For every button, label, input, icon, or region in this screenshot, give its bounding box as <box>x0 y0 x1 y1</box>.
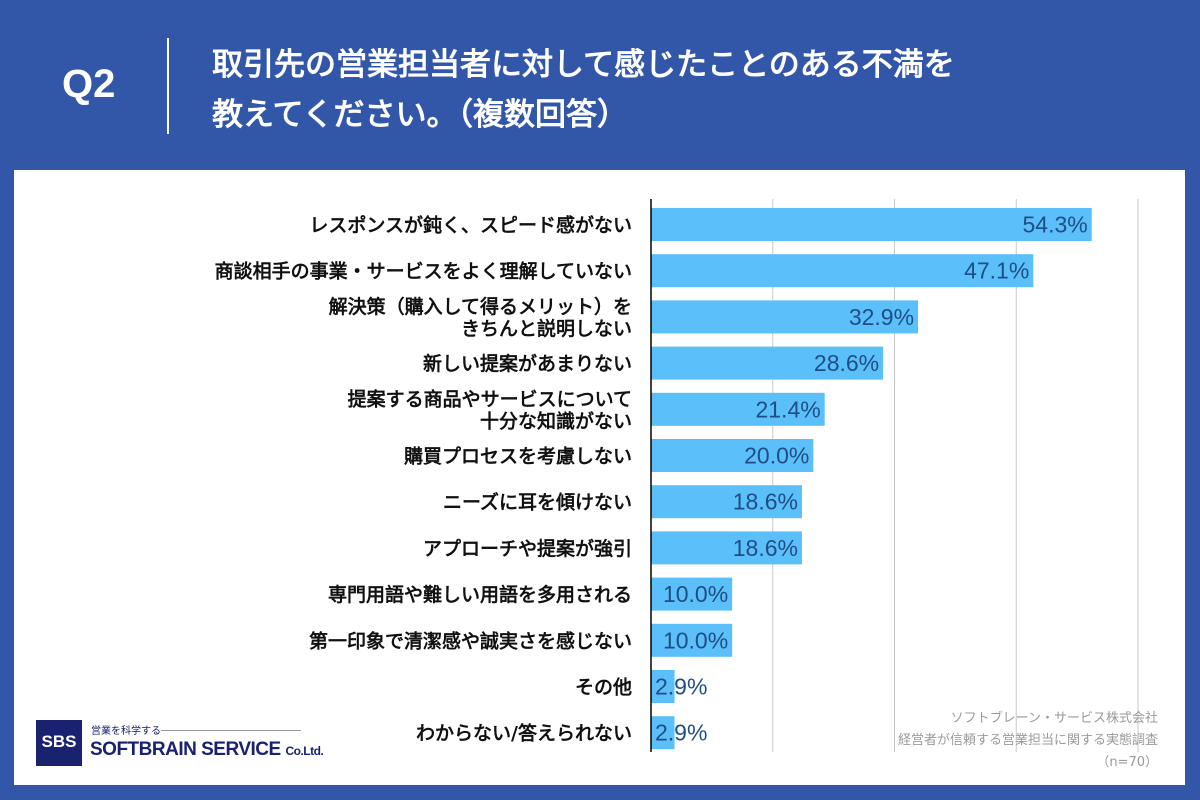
data-label: 28.6% <box>814 350 879 376</box>
bar <box>651 346 884 380</box>
bar <box>651 623 733 657</box>
bar <box>651 577 733 611</box>
source-note: ソフトブレーン・サービス株式会社 経営者が信頼する営業担当に関する実態調査 （n… <box>897 711 1158 770</box>
logo-line <box>161 730 301 731</box>
data-label: 47.1% <box>964 258 1029 284</box>
category-label: 提案する商品やサービスについて <box>348 387 632 410</box>
data-label: 2.9% <box>655 720 707 746</box>
logo-mark: SBS <box>36 720 82 766</box>
category-label: アプローチや提案が強引 <box>423 537 632 560</box>
bar <box>651 254 1034 288</box>
data-label: 10.0% <box>663 627 728 653</box>
category-label: 新しい提案があまりない <box>423 352 632 375</box>
category-label: わからない/答えられない <box>416 722 632 745</box>
category-label: 第一印象で清潔感や誠実さを感じない <box>309 629 632 652</box>
category-label: レスポンスが鈍く、スピード感がない <box>309 214 632 237</box>
header-divider <box>167 38 169 134</box>
data-label: 21.4% <box>755 396 820 422</box>
data-label: 10.0% <box>663 581 728 607</box>
data-label: 54.3% <box>1023 212 1088 238</box>
logo-tagline: 営業を科学する <box>91 726 161 737</box>
question-number: Q2 <box>62 62 116 106</box>
category-label: 十分な知識がない <box>480 409 632 432</box>
question-title: 取引先の営業担当者に対して感じたことのある不満を 教えてください。（複数回答） <box>212 47 955 133</box>
data-label: 20.0% <box>744 443 809 469</box>
bar <box>651 392 825 426</box>
logo-name: SOFTBRAIN SERVICE Co.Ltd. <box>90 739 324 760</box>
data-label: 32.9% <box>849 304 914 330</box>
bar <box>651 208 1092 241</box>
data-label: 2.9% <box>655 674 707 700</box>
bar <box>651 300 919 334</box>
category-label: 解決策（購入して得るメリット）を <box>329 295 632 318</box>
category-label: 購買プロセスを考慮しない <box>404 445 632 468</box>
category-label: ニーズに耳を傾けない <box>443 491 632 514</box>
category-label: 商談相手の事業・サービスをよく理解していない <box>215 260 632 283</box>
bar <box>651 439 814 472</box>
bar <box>651 716 675 750</box>
bar <box>651 531 802 565</box>
data-label: 18.6% <box>733 535 798 561</box>
category-label: その他 <box>575 676 632 699</box>
bar <box>651 485 802 519</box>
category-label: きちんと説明しない <box>461 317 632 340</box>
data-label: 18.6% <box>733 489 798 515</box>
category-label: 専門用語や難しい用語を多用される <box>328 583 632 606</box>
bar <box>651 670 675 703</box>
